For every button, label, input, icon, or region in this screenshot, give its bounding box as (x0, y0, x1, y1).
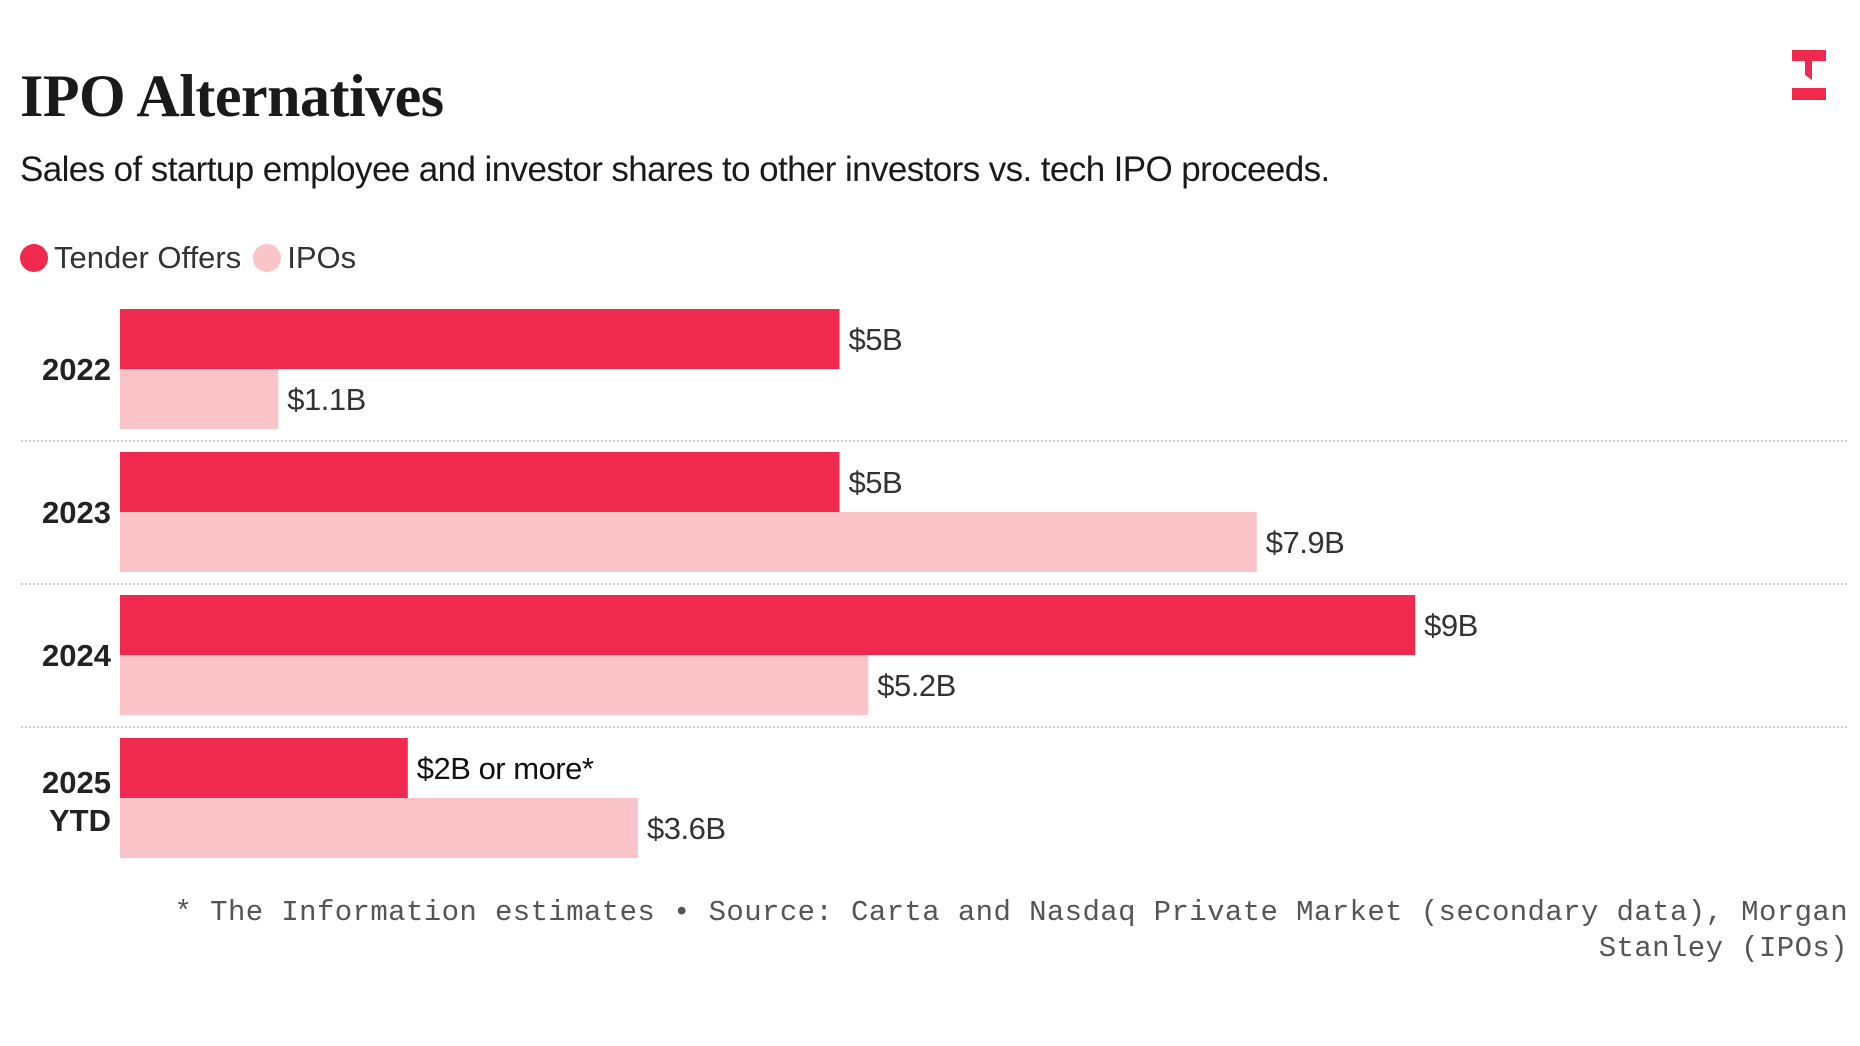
legend-swatch-tender-offers (20, 244, 48, 272)
bar-ipos (120, 512, 1257, 572)
category-label: 2022 (42, 352, 111, 387)
legend-item-tender-offers: Tender Offers (20, 240, 241, 276)
data-label: $5B (849, 322, 903, 357)
data-label: $5B (849, 465, 903, 500)
legend: Tender Offers IPOs (20, 240, 368, 276)
legend-label: Tender Offers (54, 240, 242, 275)
data-label: $9B (1424, 608, 1478, 643)
legend-item-ipos: IPOs (253, 240, 356, 276)
legend-swatch-ipos (253, 244, 282, 272)
chart-subtitle: Sales of startup employee and investor s… (20, 150, 1330, 189)
data-label: $7.9B (1266, 525, 1345, 560)
bar-ipos (120, 655, 869, 715)
chart-title: IPO Alternatives (20, 63, 444, 129)
bar-tender-offers (120, 452, 840, 512)
bar-tender-offers (120, 309, 840, 369)
category-label: 2023 (42, 495, 111, 530)
category-label: 2024 (42, 638, 112, 673)
bar-ipos (120, 798, 639, 858)
bar-tender-offers (120, 595, 1416, 655)
legend-label: IPOs (287, 240, 357, 275)
data-label: $1.1B (287, 382, 366, 417)
category-label: 2025 YTD (42, 765, 111, 838)
data-label: $3.6B (647, 811, 726, 846)
bar-tender-offers (120, 738, 408, 798)
the-information-logo (1792, 50, 1826, 100)
footnote: * The Information estimates • Source: Ca… (174, 896, 1848, 965)
data-label: $2B or more* (417, 751, 594, 786)
data-label: $5.2B (877, 668, 956, 703)
bar-chart: 2022 $5B $1.1B 2023 $5B $7.9B 2024 $9B $5.2B 2025… (21, 309, 1848, 858)
bar-ipos (120, 369, 279, 429)
